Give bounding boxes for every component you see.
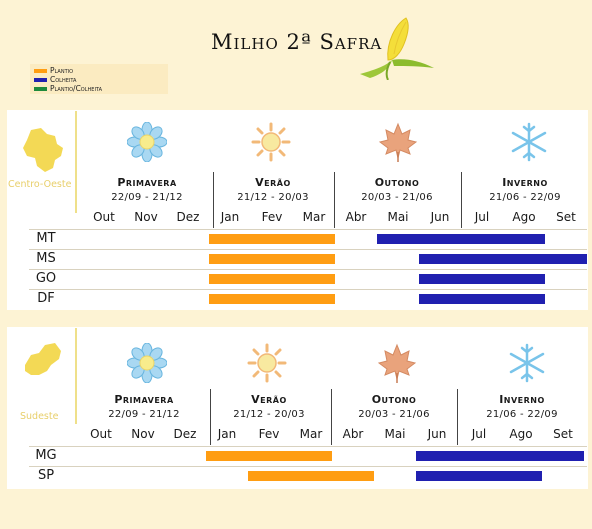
state-label: MT [36,231,56,246]
row-divider [29,466,587,467]
month-label: Fev [258,427,280,441]
region-divider [75,328,77,424]
state-label: MG [35,448,57,463]
season-dates: 22/09 - 21/12 [111,192,183,203]
snowflake-icon [509,343,545,383]
region-label: Sudeste [20,411,59,422]
month-label: Jul [474,210,490,224]
row-divider [29,249,587,250]
month-label: Set [553,427,573,441]
month-label: Jun [430,210,450,224]
season-dates: 21/12 - 20/03 [237,192,309,203]
month-label: Jan [217,427,237,441]
season-name: Verão [255,176,291,189]
month-label: Out [90,427,112,441]
flower-icon [127,122,167,162]
row-divider [29,229,587,230]
month-label: Mai [384,427,406,441]
state-label: MS [36,251,56,266]
month-label: Ago [509,427,533,441]
plantio-bar [209,254,335,264]
month-label: Dez [173,427,197,441]
season-name: Outono [374,176,420,189]
snowflake-icon [511,122,547,162]
plantio-bar [209,274,335,284]
season-dates: 20/03 - 21/06 [358,409,430,420]
legend-label: Plantio/Colheita [50,84,103,93]
colheita-bar [416,471,542,481]
month-label: Nov [134,210,158,224]
plantio-bar [209,234,335,244]
leaf-icon [378,122,418,162]
colheita-bar [377,234,545,244]
season-divider [461,172,462,228]
state-label: SP [37,468,55,483]
season-name: Inverno [502,176,548,189]
region-divider [75,111,77,213]
legend-label: Colheita [50,75,77,84]
month-label: Jan [220,210,240,224]
sun-icon [247,343,287,383]
region-map-icon [25,343,61,375]
season-name: Inverno [499,393,545,406]
leaf-icon [377,343,417,383]
corn-icon [360,17,434,80]
month-label: Abr [342,427,364,441]
region-panel-sudeste: Sudeste Primavera 22/09 - 21/12 Verão 2 [7,327,588,489]
colheita-bar [419,294,545,304]
month-label: Jul [471,427,487,441]
row-divider [29,446,587,447]
legend-swatch [34,77,47,82]
legend-swatch [34,68,47,73]
month-label: Jun [427,427,447,441]
sun-icon [251,122,291,162]
season-dates: 20/03 - 21/06 [361,192,433,203]
season-dates: 22/09 - 21/12 [108,409,180,420]
season-name: Primavera [114,393,174,406]
month-label: Mai [387,210,409,224]
row-divider [29,289,587,290]
colheita-bar [419,254,587,264]
legend: Plantio Colheita Plantio/Colheita [30,64,168,94]
season-divider [210,389,211,445]
legend-swatch [34,86,47,91]
season-name: Outono [371,393,417,406]
legend-label: Plantio [50,66,74,75]
month-label: Fev [261,210,283,224]
season-dates: 21/06 - 22/09 [486,409,558,420]
state-label: DF [37,291,55,306]
season-divider [331,389,332,445]
region-label: Centro-Oeste [8,179,72,190]
month-label: Nov [131,427,155,441]
season-divider [213,172,214,228]
month-label: Ago [512,210,536,224]
season-dates: 21/06 - 22/09 [489,192,561,203]
region-map-icon [23,128,63,172]
region-panel-centro-oeste: Centro-Oeste Primavera 22/09 - 21/12 Ver… [7,110,588,310]
flower-icon [127,343,167,383]
month-label: Dez [176,210,200,224]
colheita-bar [419,274,545,284]
colheita-bar [416,451,584,461]
season-name: Primavera [117,176,177,189]
plantio-bar [248,471,374,481]
legend-item-plantio-colheita: Plantio/Colheita [34,84,102,93]
season-divider [334,172,335,228]
legend-item-colheita: Colheita [34,75,76,84]
month-label: Out [93,210,115,224]
plantio-bar [209,294,335,304]
page-title: Milho 2ª Safra [211,30,383,54]
month-label: Set [556,210,576,224]
legend-item-plantio: Plantio [34,66,73,75]
month-label: Abr [345,210,367,224]
season-divider [457,389,458,445]
month-label: Mar [299,427,323,441]
season-name: Verão [251,393,287,406]
state-label: GO [35,271,57,286]
month-label: Mar [302,210,326,224]
plantio-bar [206,451,332,461]
season-dates: 21/12 - 20/03 [233,409,305,420]
row-divider [29,269,587,270]
